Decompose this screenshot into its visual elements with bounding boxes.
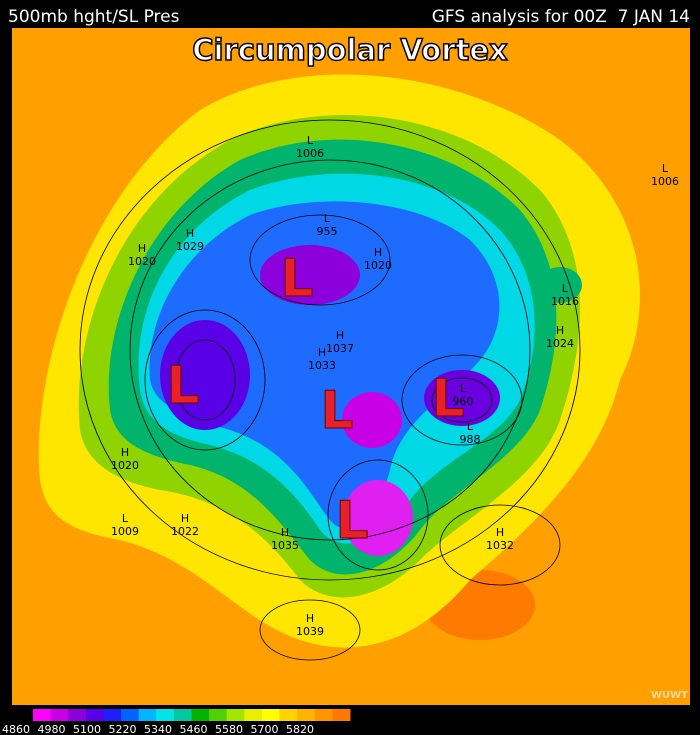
pressure-value: 1022	[171, 525, 199, 538]
pressure-symbol: L	[467, 420, 474, 433]
pressure-value: 988	[460, 433, 481, 446]
colorbar-swatch	[121, 709, 140, 721]
pressure-value: 1037	[326, 342, 354, 355]
pressure-value: 955	[317, 225, 338, 238]
colorbar-label: 5340	[144, 723, 172, 735]
header-right: GFS analysis for 00Z 7 JAN 14	[432, 7, 690, 27]
pressure-symbol: L	[662, 162, 669, 175]
pressure-value: 960	[453, 395, 474, 408]
colorbar-label: 5580	[215, 723, 243, 735]
colorbar-swatch	[261, 709, 281, 721]
colorbar-label: 5700	[251, 723, 279, 735]
vortex-low: L	[280, 249, 313, 309]
contour-fill	[260, 245, 360, 305]
pressure-value: 1033	[308, 359, 336, 372]
colorbar-swatch	[33, 709, 52, 721]
contour-fill	[342, 392, 402, 448]
colorbar-label: 5820	[286, 723, 314, 735]
pressure-symbol: H	[281, 526, 289, 539]
colorbar-swatch	[314, 709, 333, 721]
isobars	[79, 119, 581, 661]
colorbar-swatch	[244, 709, 263, 721]
colorbar-swatch	[209, 709, 228, 721]
colorbar-swatch	[156, 709, 175, 721]
vortex-low: L	[320, 381, 353, 441]
pressure-value: 1032	[486, 539, 514, 552]
vortex-low: L	[335, 491, 368, 551]
pressure-value: 1035	[271, 539, 299, 552]
pressure-value: 1006	[651, 175, 679, 188]
pressure-symbol: L	[122, 512, 129, 525]
colorbar-label: 5460	[180, 723, 208, 735]
pressure-symbol: H	[318, 346, 326, 359]
pressure-symbol: H	[556, 324, 564, 337]
pressure-symbol: L	[307, 134, 314, 147]
colorbar-swatch	[297, 709, 316, 721]
pressure-symbol: L	[324, 212, 331, 225]
watermark: WUWT	[651, 690, 688, 701]
pressure-symbol: H	[496, 526, 504, 539]
pressure-symbol: L	[460, 382, 467, 395]
pressure-value: 1006	[296, 147, 324, 160]
pressure-value: 1029	[176, 240, 204, 253]
colorbar-label: 4860	[2, 723, 30, 735]
pressure-symbol: L	[562, 282, 569, 295]
colorbar-label: 4980	[38, 723, 66, 735]
vortex-low: L	[431, 369, 464, 429]
contour-fill	[538, 267, 582, 303]
colorbar-swatch	[50, 709, 69, 721]
pressure-symbol: H	[186, 227, 194, 240]
pressure-symbol: H	[336, 329, 344, 342]
pressure-symbol: H	[121, 446, 129, 459]
pressure-value: 1020	[128, 255, 156, 268]
header-left: 500mb hght/SL Pres	[8, 7, 180, 27]
pressure-value: 1020	[364, 259, 392, 272]
pressure-value: 1024	[546, 337, 574, 350]
pressure-symbol: H	[374, 246, 382, 259]
colorbar-swatch	[68, 709, 87, 721]
colorbar-swatch	[103, 709, 122, 721]
pressure-value: 1020	[111, 459, 139, 472]
colorbar-swatch	[173, 709, 192, 721]
pressure-symbol: H	[306, 612, 314, 625]
contour-fill	[343, 480, 413, 556]
colorbar-label: 5220	[109, 723, 137, 735]
contour-fill	[149, 201, 500, 529]
colorbar-swatch	[191, 709, 210, 721]
colorbar-label: 5100	[73, 723, 101, 735]
contour-fill	[160, 320, 250, 430]
pressure-value: 1039	[296, 625, 324, 638]
colorbar-swatch	[138, 709, 157, 721]
pressure-value: 1009	[111, 525, 139, 538]
title: Circumpolar Vortex	[192, 33, 508, 67]
pressure-symbol: H	[181, 512, 189, 525]
colorbar-swatch	[85, 709, 104, 721]
pressure-value: 1016	[551, 295, 579, 308]
colorbar-swatch	[332, 709, 351, 721]
colorbar-swatch	[279, 709, 298, 721]
contour-fill	[424, 370, 500, 426]
vortex-low: L	[166, 356, 199, 416]
pressure-symbol: H	[138, 242, 146, 255]
colorbar-swatch	[226, 709, 245, 721]
